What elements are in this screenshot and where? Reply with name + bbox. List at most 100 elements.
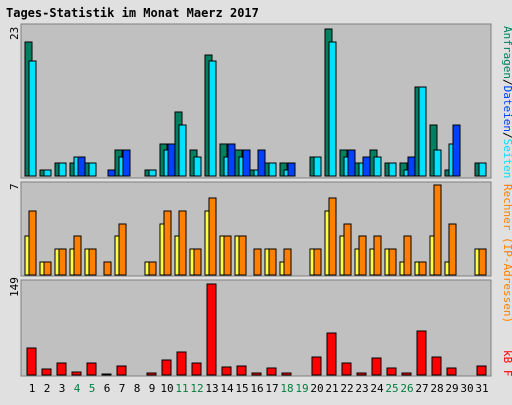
kbytes-bar-day-22	[341, 362, 352, 376]
day-label-29: 29	[445, 382, 458, 395]
besuche-bar-day-16	[253, 248, 262, 276]
legend-sites: Rechner (IP-Adressen)	[501, 184, 512, 323]
besuche-bar-day-21	[328, 197, 337, 276]
besuche-bar-day-9	[148, 261, 157, 276]
chart-title: Tages-Statistik im Monat Maerz 2017	[6, 6, 259, 20]
kbytes-bar-day-23	[356, 372, 367, 376]
seiten-bar-day-4	[77, 156, 86, 177]
besuche-bar-day-31	[478, 248, 487, 276]
day-label-6: 6	[104, 382, 111, 395]
besuche-bar-day-12	[193, 248, 202, 276]
dateien-bar-day-21	[328, 41, 337, 177]
kbytes-bar-day-20	[311, 356, 322, 376]
kbytes-bar-day-11	[176, 351, 187, 376]
day-label-11: 11	[175, 382, 188, 395]
besuche-bar-day-3	[58, 248, 67, 276]
dateien-bar-day-13	[208, 60, 217, 177]
day-label-16: 16	[250, 382, 263, 395]
besuche-bar-day-29	[448, 223, 457, 276]
seiten-bar-day-15	[242, 149, 251, 177]
day-label-2: 2	[44, 382, 51, 395]
kbytes-bar-day-14	[221, 366, 232, 376]
besuche-bar-day-22	[343, 223, 352, 276]
besuche-bar-day-5	[88, 248, 97, 276]
day-label-7: 7	[119, 382, 126, 395]
dateien-bar-day-25	[388, 162, 397, 177]
besuche-bar-day-26	[403, 235, 412, 276]
panel-bottom-frame	[20, 279, 492, 377]
kbytes-bar-day-24	[371, 357, 382, 376]
kbytes-bars	[26, 283, 487, 376]
day-label-24: 24	[370, 382, 384, 395]
dateien-bar-day-27	[418, 86, 427, 177]
dateien-bar-day-31	[478, 162, 487, 177]
besuche-bar-day-7	[118, 223, 127, 276]
besuche-bar-day-6	[103, 261, 112, 276]
dateien-bar-day-1	[28, 60, 37, 177]
kbytes-bar-day-6	[101, 373, 112, 376]
besuche-bar-day-15	[238, 235, 247, 276]
kbytes-bar-day-29	[446, 367, 457, 376]
day-labels: 1 2 3 4 5 6 7 8 9 10 11 12 13 14 15 16 17 18 19 20 21 22 23 24 2…	[29, 382, 489, 395]
besuche-bar-day-27	[418, 261, 427, 276]
seiten-bar-day-22	[347, 149, 356, 177]
seiten-bar-day-14	[227, 143, 236, 177]
besuche-bar-day-20	[313, 248, 322, 276]
kbytes-bar-day-15	[236, 365, 247, 376]
legend-part-2: Dateien	[501, 86, 512, 132]
besuche-bar-day-23	[358, 235, 367, 276]
day-label-31: 31	[475, 382, 488, 395]
legend-requests-files-pages: Anfragen/Dateien/Seiten	[501, 26, 512, 178]
sites-visits-bars	[24, 184, 487, 276]
besuche-bar-day-2	[43, 261, 52, 276]
seiten-bar-day-26	[407, 156, 416, 177]
dateien-bar-day-11	[178, 124, 187, 177]
dateien-bar-day-2	[43, 169, 52, 177]
day-label-22: 22	[340, 382, 353, 395]
kbytes-bar-day-10	[161, 359, 172, 376]
kbytes-bar-day-7	[116, 365, 127, 376]
legend-part-4: Seiten	[501, 139, 512, 179]
day-label-15: 15	[235, 382, 248, 395]
day-label-1: 1	[29, 382, 36, 395]
day-label-5: 5	[89, 382, 96, 395]
kbytes-bar-day-28	[431, 356, 442, 376]
day-label-28: 28	[430, 382, 443, 395]
kbytes-bar-day-3	[56, 362, 67, 376]
day-label-13: 13	[205, 382, 218, 395]
panel-top-frame	[20, 23, 492, 179]
kbytes-bar-day-9	[146, 372, 157, 376]
dateien-bar-day-28	[433, 149, 442, 177]
legend-text: Anfragen/Dateien/Seiten	[501, 26, 512, 178]
day-label-3: 3	[59, 382, 66, 395]
kbytes-bar-day-1	[26, 347, 37, 376]
legend-part-3: /	[501, 132, 512, 139]
dateien-bar-day-3	[58, 162, 67, 177]
y-tick-bottom: 149	[8, 277, 21, 297]
besuche-bar-day-18	[283, 248, 292, 276]
kbytes-bar-day-13	[206, 283, 217, 376]
requests-files-pages-bars	[24, 28, 487, 177]
kbytes-bar-day-21	[326, 332, 337, 376]
day-label-30: 30	[460, 382, 473, 395]
kbytes-bar-day-18	[281, 372, 292, 376]
dateien-bar-day-17	[268, 162, 277, 177]
day-label-23: 23	[355, 382, 368, 395]
day-label-25: 25	[385, 382, 398, 395]
besuche-bar-day-17	[268, 248, 277, 276]
besuche-bar-day-13	[208, 197, 217, 276]
seiten-bar-day-10	[167, 143, 176, 177]
day-label-4: 4	[74, 382, 81, 395]
y-tick-middle: 7	[8, 183, 21, 190]
kbytes-bar-day-12	[191, 362, 202, 376]
legend-kbytes: kB F	[501, 350, 512, 377]
besuche-bar-day-4	[73, 235, 82, 276]
kbytes-bar-day-4	[71, 371, 82, 376]
besuche-bar-day-24	[373, 235, 382, 276]
day-label-27: 27	[415, 382, 428, 395]
day-label-10: 10	[160, 382, 173, 395]
seiten-bar-day-29	[452, 124, 461, 177]
kbytes-bar-day-5	[86, 362, 97, 376]
day-label-9: 9	[149, 382, 156, 395]
